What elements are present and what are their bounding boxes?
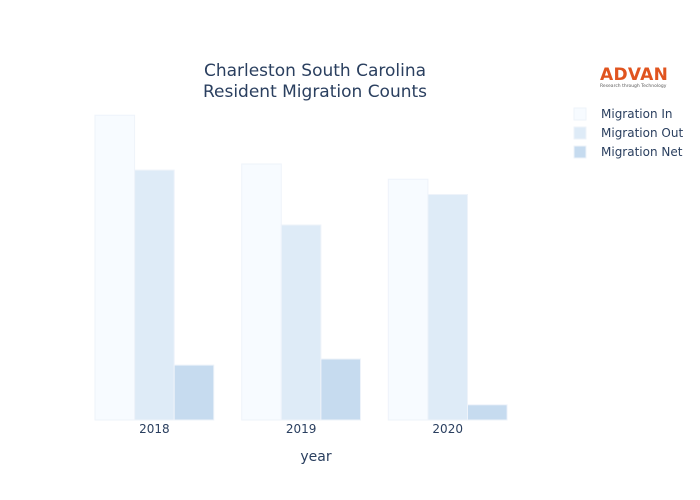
bar-migration-in-2019 [241,163,282,421]
logo-tagline: Research through Technology [600,84,667,89]
chart-title-line-1: Charleston South Carolina [204,61,426,81]
legend-label-migration-net[interactable]: Migration Net [601,145,683,159]
bar-migration-net-2018 [173,364,215,421]
legend-label-migration-out[interactable]: Migration Out [601,126,683,140]
x-axis-title: year [300,449,331,465]
chart-title-line-2: Resident Migration Counts [203,82,427,102]
legend-label-migration-in[interactable]: Migration In [601,107,673,121]
bar-migration-net-2019 [320,358,361,421]
bar-migration-in-2018 [94,114,136,421]
x-tick-labels: 2018 2019 2020 [139,422,463,436]
legend-swatch-migration-net[interactable] [573,145,587,159]
legend: Migration In Migration Out Migration Net [573,107,683,159]
x-tick-label-2019: 2019 [286,422,317,436]
legend-swatch-migration-in[interactable] [573,107,587,121]
bar-migration-out-2019 [280,224,322,421]
bars-group [94,114,508,421]
advan-logo: ADVAN Research through Technology [600,66,674,90]
bar-migration-in-2020 [387,178,429,421]
bar-migration-out-2020 [427,194,468,421]
bar-migration-net-2020 [467,404,508,421]
logo-name: ADVAN [600,65,669,85]
legend-swatch-migration-out[interactable] [573,126,587,140]
x-tick-label-2020: 2020 [432,422,463,436]
x-tick-label-2018: 2018 [139,422,170,436]
bar-migration-out-2018 [134,169,175,421]
